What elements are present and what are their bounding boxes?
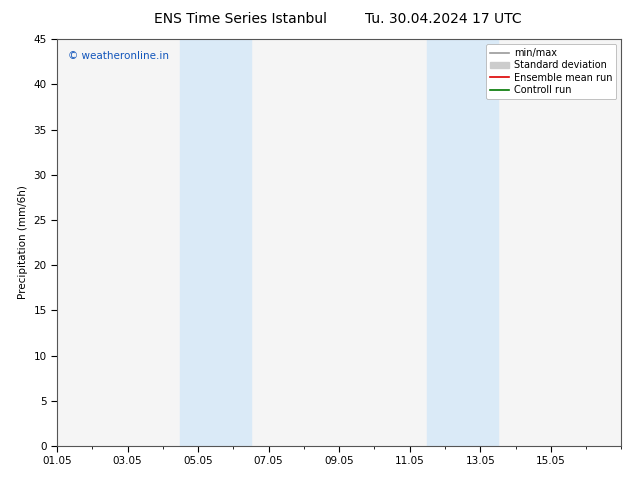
Bar	[427, 39, 498, 446]
Bar	[181, 39, 251, 446]
Y-axis label: Precipitation (mm/6h): Precipitation (mm/6h)	[18, 186, 28, 299]
Text: Tu. 30.04.2024 17 UTC: Tu. 30.04.2024 17 UTC	[365, 12, 522, 26]
Text: © weatheronline.in: © weatheronline.in	[68, 51, 169, 61]
Legend: min/max, Standard deviation, Ensemble mean run, Controll run: min/max, Standard deviation, Ensemble me…	[486, 44, 616, 99]
Text: ENS Time Series Istanbul: ENS Time Series Istanbul	[155, 12, 327, 26]
